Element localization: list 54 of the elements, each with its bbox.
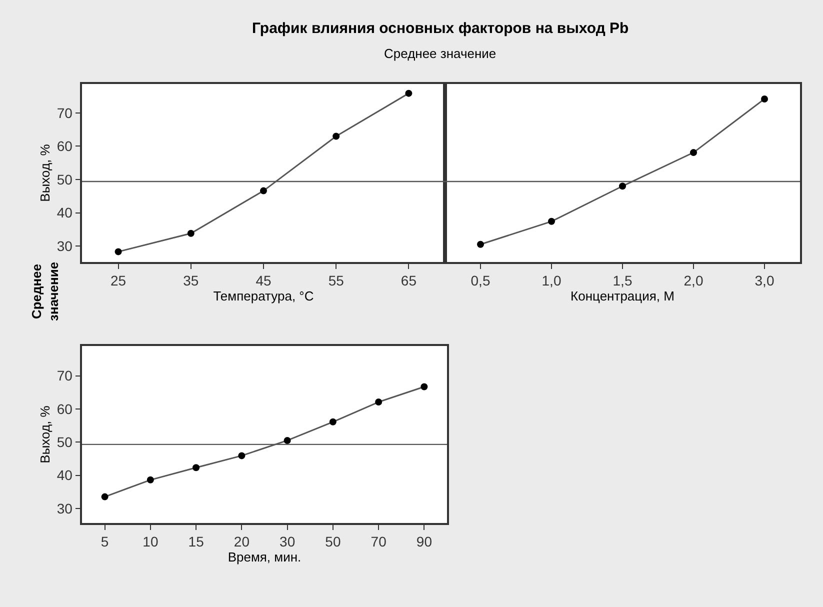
point — [375, 398, 382, 406]
x-tick-label: 1,0 — [542, 272, 562, 289]
x-tick-label: 20 — [234, 534, 250, 550]
y-tick-label: 50 — [56, 434, 73, 450]
point — [332, 132, 340, 140]
x-tick-label: 15 — [188, 534, 204, 550]
x-tick-label: 0,5 — [470, 272, 490, 289]
point — [101, 493, 108, 500]
x-tick-label: 5 — [100, 534, 109, 550]
y-tick-label: 50 — [56, 171, 73, 188]
point — [238, 452, 246, 460]
x-tick-label: 50 — [325, 534, 341, 550]
point — [690, 149, 697, 156]
y-tick-label: 30 — [56, 238, 73, 254]
point — [284, 436, 291, 444]
x-tick-label: 45 — [256, 272, 272, 289]
y-tick-label: 30 — [56, 500, 73, 516]
y-axis-title: Выход, % — [37, 144, 52, 202]
y-axis-title: Выход, % — [37, 405, 52, 464]
point — [192, 464, 200, 472]
x-axis-title: Время, мин. — [228, 550, 302, 565]
point — [477, 240, 484, 248]
chart-subtitle: Среднее значение — [384, 46, 496, 61]
y-tick-label: 60 — [56, 138, 73, 154]
point — [260, 187, 267, 194]
x-tick-label: 2,0 — [684, 272, 704, 289]
point — [761, 95, 768, 102]
point — [146, 476, 154, 484]
x-axis-title: Концентрация, M — [570, 288, 674, 304]
point — [420, 383, 428, 390]
y-tick-label: 40 — [56, 467, 73, 484]
x-tick-label: 25 — [110, 272, 126, 289]
x-tick-label: 1,5 — [612, 272, 632, 289]
x-tick-label: 70 — [370, 534, 387, 550]
x-tick-label: 3,0 — [754, 272, 774, 289]
x-tick-label: 30 — [280, 534, 296, 550]
y-tick-label: 40 — [56, 204, 73, 221]
x-tick-label: 55 — [328, 272, 344, 289]
x-tick-label: 65 — [400, 272, 417, 289]
point — [114, 248, 122, 256]
x-axis-title: Температура, °C — [213, 288, 314, 304]
point — [187, 230, 194, 237]
x-tick-label: 35 — [183, 272, 199, 289]
chart-title: График влияния основных факторов на выход Pb — [252, 20, 629, 37]
x-tick-label: 10 — [142, 534, 158, 550]
point — [548, 218, 555, 225]
y-tick-label: 70 — [56, 368, 73, 384]
point — [619, 182, 626, 190]
y-tick-label: 70 — [56, 104, 73, 121]
y-tick-label: 60 — [56, 400, 73, 417]
text: Среднее значение — [29, 262, 61, 321]
point — [405, 90, 412, 97]
x-tick-label: 90 — [416, 534, 432, 550]
point — [329, 418, 336, 426]
